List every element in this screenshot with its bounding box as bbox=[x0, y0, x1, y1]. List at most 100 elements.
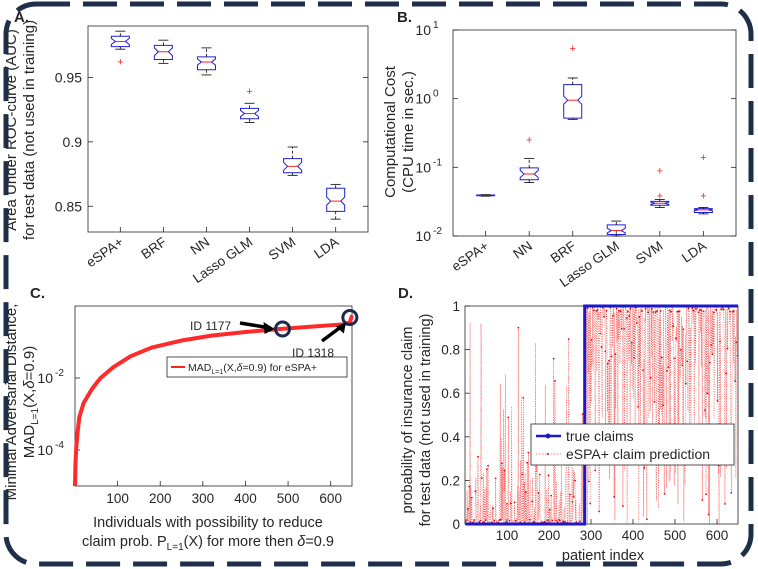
panel-a-ytick-label: 0.9 bbox=[63, 134, 83, 150]
panel-b-ytick-label: 10 bbox=[415, 159, 431, 175]
dashed-frame bbox=[3, 1, 754, 567]
panel-a-box bbox=[153, 44, 173, 60]
panel-b-ytick-exponent: -1 bbox=[433, 157, 442, 168]
panel-d-prediction-point bbox=[668, 309, 671, 312]
panel-d-ytick-label: 0 bbox=[452, 517, 460, 532]
panel-d-prediction-point bbox=[662, 404, 665, 407]
panel-d-prediction-point bbox=[734, 380, 736, 383]
panel-c-ylabel-line-2: MADL=1(X,δ=0.9) bbox=[21, 346, 41, 458]
panel-c-xlabel-claim: claim prob. P bbox=[82, 534, 167, 550]
panel-d-prediction-point bbox=[623, 327, 626, 330]
panel-d-prediction-point bbox=[480, 477, 483, 480]
panel-d-prediction-point bbox=[521, 473, 524, 476]
panel-d-prediction-point bbox=[727, 307, 730, 310]
panel-a-ylabel: Area Under ROC-curve (AUC) for test data… bbox=[3, 20, 38, 240]
panel-d-prediction-point bbox=[474, 490, 477, 493]
panel-d-prediction-point bbox=[546, 519, 549, 522]
panel-d-prediction-point bbox=[608, 359, 610, 362]
panel-c-marker-id-1177 bbox=[274, 320, 292, 338]
panel-d-prediction-point bbox=[736, 354, 739, 357]
panel-c-legend-part: (X, bbox=[223, 362, 236, 374]
panel-d-prediction-point bbox=[465, 519, 468, 522]
panel-c-marker-id-1318 bbox=[341, 308, 359, 326]
panel-d-prediction-point bbox=[687, 307, 690, 310]
panel-d-prediction-point bbox=[731, 310, 734, 313]
panel-d-prediction-point bbox=[663, 492, 666, 495]
panel-d-prediction-point bbox=[579, 520, 581, 523]
panel-d-prediction-point bbox=[700, 309, 702, 312]
panel-d-prediction-point bbox=[712, 311, 715, 314]
panel-d-legend-box bbox=[530, 423, 735, 466]
panel-b-xtick-label: eSPA+ bbox=[449, 238, 492, 274]
panel-d-prediction-point bbox=[559, 519, 561, 522]
panel-c-xlabel-mid: (X) for more then bbox=[184, 534, 298, 550]
panel-c-legend-part: =0.9) for eSPA+ bbox=[242, 362, 317, 374]
panel-d-prediction-point bbox=[550, 494, 552, 497]
panel-c-curve bbox=[73, 314, 354, 487]
panel-d-prediction-point bbox=[627, 310, 629, 313]
panel-d-xtick-label: 100 bbox=[496, 528, 519, 543]
panel-c-ylabel-end: =0.9) bbox=[21, 346, 38, 381]
panel-c-ylabel-x: (X, bbox=[21, 389, 38, 408]
panel-c-xtick-label: 300 bbox=[192, 491, 215, 506]
panel-a-ylabel-line-2: for test data (not used in training) bbox=[21, 20, 38, 240]
panel-a-box bbox=[283, 158, 303, 174]
panel-d-legend-label-pred: eSPA+ claim prediction bbox=[566, 446, 710, 462]
panel-d-prediction-point bbox=[604, 350, 607, 353]
panel-d-ytick-label: 0.8 bbox=[441, 343, 460, 358]
panel-d-ytick-label: 0.4 bbox=[441, 430, 460, 445]
panel-d-prediction-point bbox=[679, 348, 682, 351]
panel-d-prediction-point bbox=[615, 307, 618, 310]
panel-d-prediction-point bbox=[613, 495, 615, 498]
panel-d-prediction-point bbox=[600, 346, 603, 348]
panel-d-prediction-point bbox=[669, 310, 672, 313]
panel-c-xtick-label: 100 bbox=[106, 491, 129, 506]
panel-d-prediction-point bbox=[595, 309, 598, 312]
panel-d-prediction-point bbox=[538, 473, 541, 476]
panel-d-prediction-point bbox=[708, 361, 711, 364]
panel-d-prediction-point bbox=[678, 310, 681, 313]
panel-c-ylabel-delta: δ bbox=[21, 380, 38, 389]
panel-d-prediction-point bbox=[493, 519, 496, 522]
panel-d-prediction-point bbox=[619, 310, 622, 313]
panel-d-prediction-point bbox=[494, 477, 497, 480]
panel-a-box bbox=[240, 107, 260, 120]
panel-a-box bbox=[196, 56, 216, 71]
panel-a-ytick-label: 0.85 bbox=[55, 198, 82, 214]
panel-d-prediction-point bbox=[622, 505, 624, 508]
panel-d-prediction-point bbox=[555, 519, 558, 522]
panel-a-axes-box bbox=[87, 25, 369, 233]
panel-d-prediction-point bbox=[594, 469, 597, 472]
panel-c-ylabel-line-1: Minimal Adversarial Distance, bbox=[3, 304, 20, 501]
panel-b-outlier: + bbox=[700, 191, 706, 203]
panel-d-prediction-point bbox=[501, 462, 503, 465]
panel-a-xtick-label: eSPA+ bbox=[84, 234, 127, 270]
panel-d-prediction-point bbox=[705, 493, 707, 496]
panel-d-prediction-point bbox=[526, 461, 529, 464]
panel-d-prediction-point bbox=[654, 311, 657, 314]
panel-d-prediction-point bbox=[467, 508, 469, 510]
panel-d-prediction-point bbox=[547, 474, 550, 477]
panel-c-xlabel-sub: L=1 bbox=[167, 542, 184, 553]
panel-d-prediction-point bbox=[691, 307, 694, 310]
panel-d-plot: 100 200 300 400 500 600 0 0.2 0.4 0.6 0.8 1 true cla… bbox=[441, 299, 739, 543]
panel-d-prediction-point bbox=[729, 310, 731, 313]
panel-d-prediction-point bbox=[710, 344, 713, 346]
panel-d-prediction-line bbox=[465, 305, 739, 525]
panel-c-xlabel-delta: δ bbox=[297, 534, 306, 550]
panel-c-xtick-label: 500 bbox=[277, 491, 300, 506]
panel-c-ytick-label: 10 bbox=[37, 370, 53, 386]
panel-d-prediction-point bbox=[625, 317, 628, 320]
panel-d-prediction-point bbox=[606, 362, 609, 365]
panel-d-prediction-point bbox=[464, 520, 467, 523]
panel-d: D. probability of insurance claim for te… bbox=[398, 285, 739, 564]
panel-d-prediction-point bbox=[588, 480, 590, 483]
panel-d-prediction-point bbox=[522, 396, 525, 399]
panel-c-xlabel-line-1: Individuals with possibility to reduce bbox=[93, 515, 323, 531]
panel-d-xtick-label: 600 bbox=[706, 528, 729, 543]
panel-d-prediction-point bbox=[715, 308, 718, 311]
panel-d-legend-label-true: true claims bbox=[566, 428, 634, 444]
